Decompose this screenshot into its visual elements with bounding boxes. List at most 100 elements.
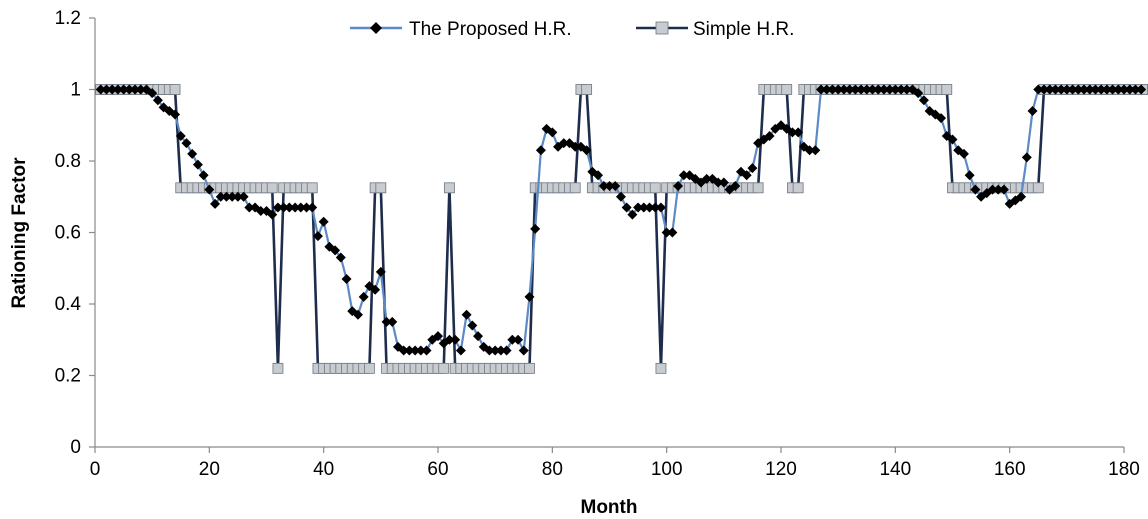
y-tick-label: 0.4	[55, 294, 82, 315]
data-point	[713, 177, 724, 188]
data-point	[530, 223, 541, 234]
data-point	[381, 316, 392, 327]
data-point	[358, 291, 369, 302]
data-point	[615, 191, 626, 202]
x-axis-title: Month	[581, 497, 638, 518]
data-point	[804, 145, 815, 156]
data-point	[455, 345, 466, 356]
axes: 0 0.2 0.4 0.6 0.8 1 1.2 0 20 40 60 80 100 120 140 160 18…	[55, 8, 1140, 480]
x-tick-label: 140	[879, 459, 911, 480]
data-point	[792, 182, 804, 194]
series-simple	[95, 84, 1148, 374]
series-layer	[95, 84, 1148, 374]
data-point	[490, 345, 501, 356]
data-point	[793, 127, 804, 138]
legend-item-simple: Simple H.R.	[636, 19, 794, 40]
data-point	[484, 345, 495, 356]
data-point	[284, 202, 295, 213]
data-point	[787, 127, 798, 138]
data-point	[535, 145, 546, 156]
data-point	[627, 209, 638, 220]
data-point	[1101, 84, 1112, 95]
data-point	[450, 334, 461, 345]
data-point	[764, 130, 775, 141]
data-point	[730, 181, 741, 192]
x-tick-label: 100	[651, 459, 683, 480]
data-point	[970, 184, 981, 195]
data-point	[610, 181, 621, 192]
data-point	[650, 202, 661, 213]
data-point	[467, 320, 478, 331]
data-point	[124, 84, 135, 95]
data-point	[495, 345, 506, 356]
data-point	[1124, 84, 1135, 95]
data-point	[181, 138, 192, 149]
y-tick-label: 1.2	[55, 8, 81, 29]
data-point	[255, 206, 266, 217]
data-point	[604, 181, 615, 192]
data-point	[152, 95, 163, 106]
data-point	[461, 309, 472, 320]
series-line	[100, 88, 1142, 352]
data-point	[227, 191, 238, 202]
data-point	[581, 84, 593, 95]
data-point	[936, 113, 947, 124]
data-point	[112, 84, 123, 95]
data-point	[266, 182, 278, 194]
data-point	[861, 84, 872, 95]
data-point	[204, 184, 215, 195]
data-point	[318, 216, 329, 227]
series-proposed	[95, 84, 1147, 356]
data-point	[272, 202, 283, 213]
data-point	[1056, 84, 1067, 95]
data-point	[667, 227, 678, 238]
data-point	[221, 191, 232, 202]
y-tick-label: 1	[70, 80, 81, 101]
data-point	[433, 331, 443, 342]
data-point	[307, 202, 318, 213]
legend-label-proposed: The Proposed H.R.	[409, 19, 572, 40]
data-point	[1016, 191, 1027, 202]
x-tick-label: 20	[199, 459, 220, 480]
x-tick-label: 180	[1108, 459, 1140, 480]
data-point	[633, 202, 644, 213]
data-point	[998, 184, 1009, 195]
data-point	[838, 84, 849, 95]
data-point	[524, 291, 535, 302]
data-point	[444, 334, 455, 345]
x-tick-label: 120	[765, 459, 797, 480]
data-point	[593, 170, 604, 181]
data-point	[1067, 84, 1078, 95]
data-point	[410, 345, 421, 356]
data-point	[913, 88, 924, 99]
data-point	[306, 182, 318, 194]
y-axis-title: Rationing Factor	[9, 157, 30, 309]
legend-item-proposed: The Proposed H.R.	[350, 19, 572, 40]
data-point	[1021, 152, 1032, 163]
data-point	[1044, 84, 1055, 95]
data-point	[947, 134, 958, 145]
data-point	[958, 148, 969, 159]
data-point	[1032, 182, 1044, 194]
legend-marker-simple	[655, 21, 669, 35]
data-point	[232, 191, 243, 202]
data-point	[363, 362, 375, 374]
data-point	[301, 202, 312, 213]
data-point	[987, 184, 998, 195]
data-point	[341, 273, 352, 284]
data-point	[250, 202, 261, 213]
data-point	[1084, 84, 1095, 95]
x-tick-label: 0	[90, 459, 101, 480]
data-point	[415, 345, 426, 356]
data-point	[896, 84, 907, 95]
data-point	[244, 202, 255, 213]
data-point	[678, 170, 689, 181]
data-point	[644, 202, 655, 213]
data-point	[941, 84, 953, 95]
data-point	[101, 84, 112, 95]
data-point	[169, 84, 181, 95]
data-point	[661, 227, 672, 238]
data-point	[718, 177, 729, 188]
data-point	[673, 181, 684, 192]
